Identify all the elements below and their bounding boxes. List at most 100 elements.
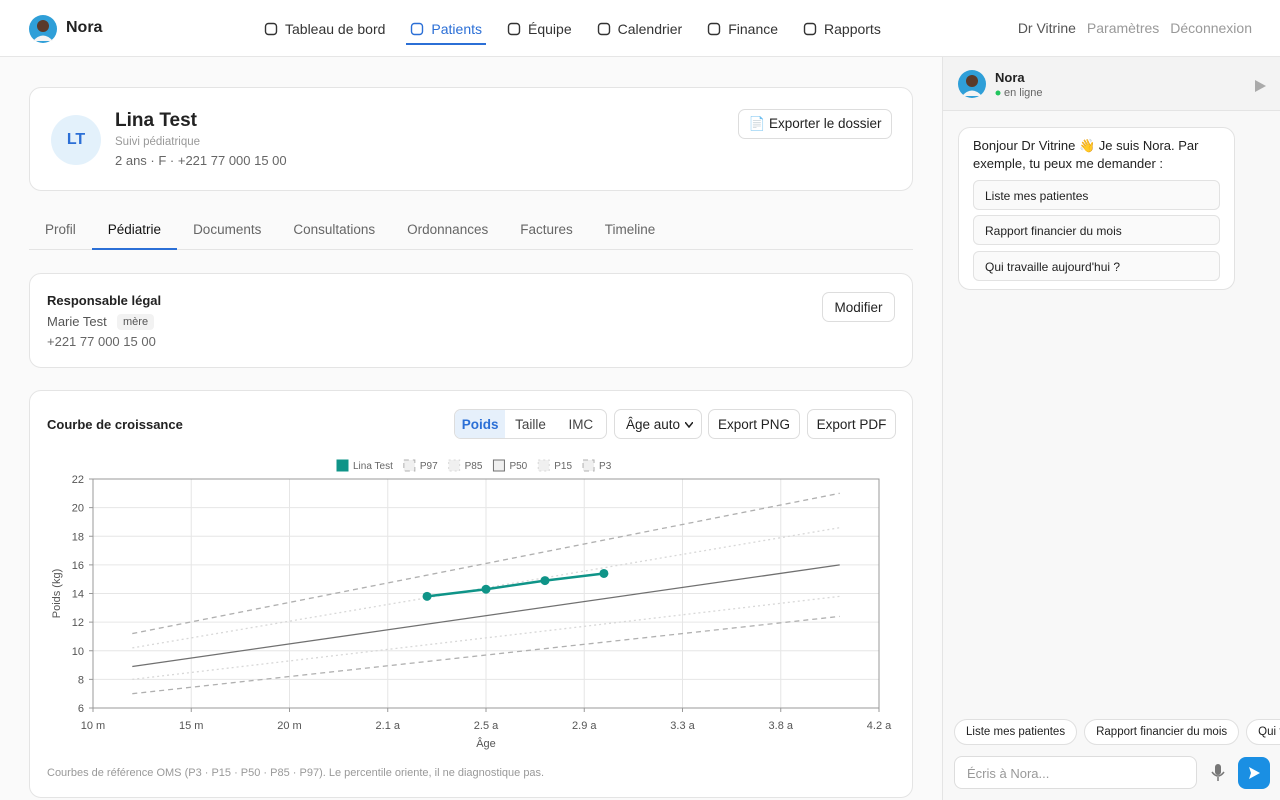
patient-card: LT Lina Test Suivi pédiatrique 2 ans · F…: [29, 87, 913, 191]
data-point: [481, 584, 491, 594]
icon-shape: [708, 22, 721, 35]
nav-label: Équipe: [528, 20, 572, 37]
tab[interactable]: Profil: [45, 222, 76, 237]
legend-label: P97: [420, 461, 438, 472]
metric-option[interactable]: Poids: [455, 410, 506, 438]
x-tick-label: 3.3 a: [670, 720, 695, 732]
age-select[interactable]: Âge auto: [614, 409, 702, 439]
guardian-title: Responsable légal: [47, 293, 162, 308]
nav-label: Finance: [728, 20, 779, 37]
x-tick-label: 2.1 a: [376, 720, 401, 732]
y-axis-label: Poids (kg): [51, 569, 63, 619]
x-axis-label: Âge: [476, 737, 496, 750]
chat-panel: Nora en ligne Bonjour Dr Vitrine 👋 Je su…: [942, 57, 1280, 800]
guardian-phone: +221 77 000 15 00: [47, 334, 156, 349]
tab[interactable]: Pédiatrie: [91, 212, 178, 250]
y-tick-label: 12: [72, 617, 84, 629]
chip[interactable]: Liste mes patientes: [954, 719, 1078, 745]
nav-label: Calendrier: [617, 20, 683, 37]
x-tick-label: 15 m: [179, 720, 203, 732]
chart-footnote: Courbes de référence OMS (P3 · P15 · P50…: [47, 767, 545, 779]
legend-swatch: [537, 459, 550, 472]
chat-input[interactable]: Écris à Nora...: [954, 756, 1197, 789]
suggestion[interactable]: Qui travaille aujourd'hui ?: [973, 251, 1220, 281]
age-select-label: Âge auto: [626, 416, 681, 432]
series-line: [132, 615, 840, 695]
chip[interactable]: Qui travaille aujourd'hui ?: [1246, 719, 1280, 745]
mic-button[interactable]: [1208, 762, 1228, 782]
logout-link[interactable]: Déconnexion: [1170, 20, 1252, 36]
chip[interactable]: Rapport financier du mois: [1084, 719, 1240, 745]
guardian-name: Marie Test: [47, 314, 107, 329]
nav-item[interactable]: Calendrier: [597, 0, 683, 57]
nav-item[interactable]: Rapports: [803, 0, 881, 57]
tab[interactable]: Timeline: [604, 222, 656, 237]
send-button[interactable]: [1238, 757, 1270, 789]
patient-subtitle: Suivi pédiatrique: [115, 136, 201, 148]
chat-avatar: [958, 70, 986, 98]
tabs: Profil Pédiatrie Documents Consultations Ord…: [29, 212, 913, 250]
icon-shape: [803, 22, 817, 35]
export-png-button[interactable]: Export PNG: [708, 409, 800, 439]
chart-title: Courbe de croissance: [47, 417, 183, 432]
data-point: [422, 591, 432, 601]
nav-label: Rapports: [824, 20, 881, 37]
legend-label: Lina Test: [353, 461, 393, 472]
online-dot: [995, 90, 1001, 96]
user-link[interactable]: Dr Vitrine: [1017, 20, 1076, 36]
nav-item[interactable]: Équipe: [507, 0, 572, 57]
top-nav: Nora Tableau de bord Patients Équipe Calend…: [0, 0, 1280, 57]
series-line: [132, 595, 840, 681]
plot-frame: [92, 478, 880, 709]
collapse-button[interactable]: [1255, 80, 1266, 92]
y-tick-label: 14: [72, 589, 84, 601]
nav-label: Tableau de bord: [285, 20, 386, 37]
tab[interactable]: Factures: [520, 222, 573, 237]
tab[interactable]: Documents: [193, 222, 262, 237]
nav-icon: [264, 22, 278, 35]
quick-chips: Liste mes patientes Rapport financier du…: [954, 719, 1280, 745]
icon-shape: [411, 22, 424, 35]
nav-item[interactable]: Finance: [707, 0, 778, 57]
legend-label: P15: [554, 461, 572, 472]
x-tick-label: 2.5 a: [474, 720, 499, 732]
export-record-button[interactable]: 📄 Exporter le dossier: [738, 109, 892, 139]
icon-shape: [507, 22, 521, 35]
x-tick-label: 3.8 a: [769, 720, 794, 732]
brand-avatar: [29, 15, 57, 43]
metric-option[interactable]: IMC: [568, 416, 594, 432]
settings-link[interactable]: Paramètres: [1086, 20, 1160, 36]
series-line: [426, 572, 605, 598]
suggestion[interactable]: Liste mes patientes: [973, 180, 1220, 210]
y-tick-label: 20: [72, 503, 84, 515]
legend-swatch: [336, 459, 349, 472]
export-pdf-button[interactable]: Export PDF: [807, 409, 896, 439]
chat-header: Nora en ligne: [943, 57, 1280, 111]
nav-item[interactable]: Patients: [406, 0, 486, 57]
message-text: Bonjour Dr Vitrine 👋 Je suis Nora. Par e…: [973, 138, 1199, 171]
icon-shape: [264, 22, 278, 35]
chevron: [685, 422, 693, 428]
patient-meta: 2 ans · F · +221 77 000 15 00: [115, 153, 287, 168]
series-line: [132, 564, 840, 668]
legend-label: P50: [509, 461, 527, 472]
patient-initials: LT: [51, 115, 101, 165]
guardian-relation: mère: [117, 314, 155, 330]
nav-icon: [597, 22, 610, 35]
tab[interactable]: Ordonnances: [407, 222, 489, 237]
legend-swatch: [582, 459, 595, 472]
tab[interactable]: Consultations: [293, 222, 376, 237]
metric-switch: Poids Taille IMC: [454, 409, 607, 439]
icon-shape: [597, 22, 610, 35]
nav-item[interactable]: Tableau de bord: [264, 0, 385, 57]
suggestion[interactable]: Rapport financier du mois: [973, 215, 1220, 245]
legend-label: P85: [465, 461, 483, 472]
patient-name: Lina Test: [115, 110, 197, 131]
y-tick-label: 10: [72, 646, 84, 658]
legend-label: P3: [599, 461, 612, 472]
y-tick-label: 16: [72, 560, 84, 572]
edit-button[interactable]: Modifier: [822, 292, 895, 322]
metric-option[interactable]: Taille: [515, 416, 546, 432]
